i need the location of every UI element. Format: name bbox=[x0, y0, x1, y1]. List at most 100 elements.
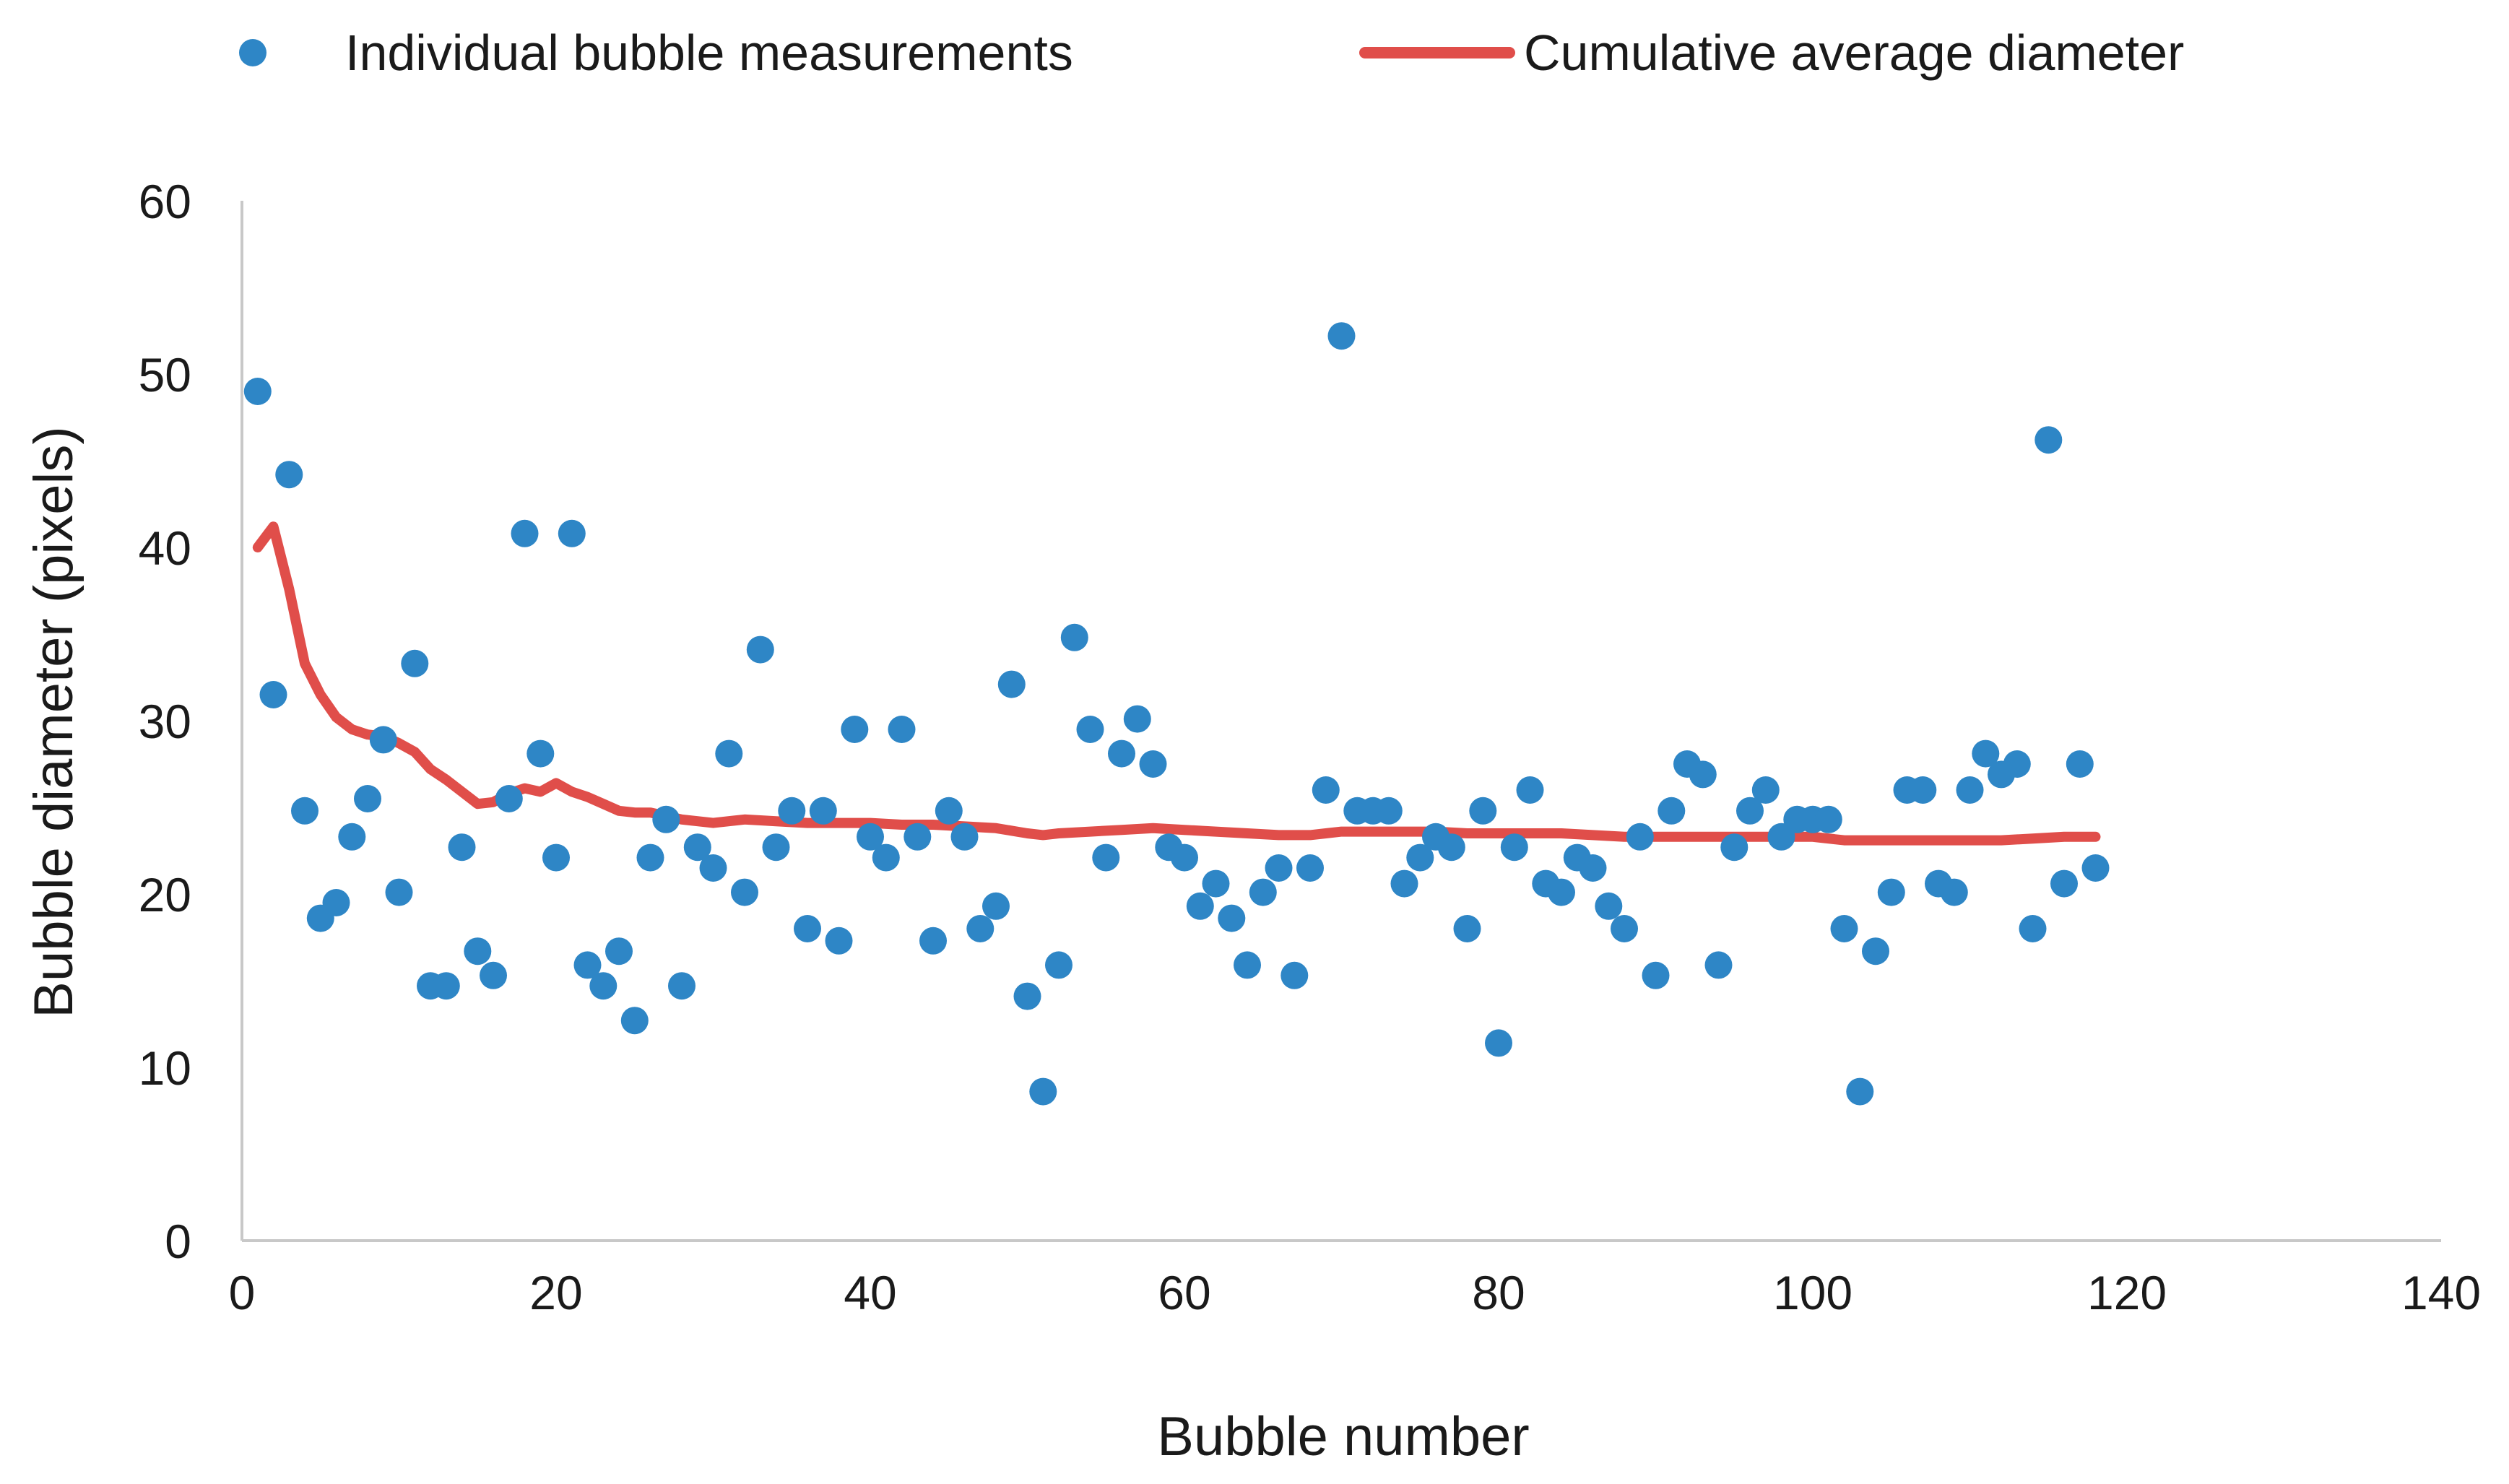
bubble-measurement-point bbox=[1265, 854, 1293, 882]
bubble-measurement-point bbox=[1579, 854, 1607, 882]
bubble-measurement-point bbox=[841, 716, 869, 743]
bubble-measurement-point bbox=[1202, 869, 1230, 898]
bubble-measurement-point bbox=[1280, 961, 1309, 989]
x-tick-label: 100 bbox=[1773, 1266, 1852, 1319]
bubble-measurement-point bbox=[1642, 961, 1670, 989]
bubble-measurement-point bbox=[1751, 776, 1780, 804]
bubble-measurement-point bbox=[683, 833, 711, 862]
bubble-measurement-point bbox=[1830, 915, 1858, 942]
bubble-measurement-point bbox=[746, 635, 774, 664]
bubble-measurement-point bbox=[1029, 1077, 1057, 1106]
bubble-measurement-point bbox=[1658, 797, 1686, 825]
bubble-measurement-point bbox=[1249, 878, 1277, 906]
bubble-measurement-point bbox=[1108, 739, 1135, 768]
bubble-measurement-point bbox=[1767, 823, 1795, 851]
bubble-measurement-point bbox=[1736, 797, 1764, 825]
plot-area bbox=[243, 322, 2110, 1106]
bubble-measurement-point bbox=[291, 797, 318, 825]
x-tick-label: 80 bbox=[1472, 1266, 1525, 1319]
bubble-measurement-point bbox=[322, 889, 350, 916]
bubble-measurement-point bbox=[904, 823, 932, 851]
y-tick-label: 30 bbox=[139, 695, 191, 748]
y-tick-label: 40 bbox=[139, 521, 191, 575]
bubble-measurement-point bbox=[620, 1007, 649, 1035]
bubble-measurement-point bbox=[558, 519, 586, 547]
bubble-measurement-point bbox=[401, 649, 429, 677]
bubble-measurement-point bbox=[652, 805, 680, 833]
bubble-measurement-point bbox=[1689, 760, 1717, 789]
y-tick-label: 0 bbox=[165, 1215, 191, 1268]
x-tick-label: 140 bbox=[2401, 1266, 2481, 1319]
bubble-measurement-point bbox=[385, 878, 413, 906]
legend-label-measurements: Individual bubble measurements bbox=[345, 25, 1073, 81]
bubble-measurement-point bbox=[1485, 1029, 1512, 1057]
bubble-measurement-point bbox=[731, 878, 758, 906]
bubble-measurement-point bbox=[825, 927, 853, 955]
bubble-measurement-point bbox=[872, 843, 900, 872]
bubble-measurement-point bbox=[1013, 982, 1041, 1010]
bubble-measurement-point bbox=[526, 739, 555, 768]
legend-marker-scatter bbox=[239, 39, 266, 66]
bubble-measurement-point bbox=[354, 785, 381, 812]
cumulative-average-line bbox=[252, 521, 2101, 846]
bubble-measurement-point bbox=[1548, 878, 1575, 906]
bubble-measurement-point bbox=[2003, 750, 2031, 778]
bubble-measurement-point bbox=[1846, 1077, 1874, 1106]
bubble-measurement-point bbox=[2034, 426, 2063, 454]
bubble-measurement-point bbox=[1453, 915, 1481, 942]
bubble-measurement-point bbox=[432, 972, 460, 1000]
bubble-measurement-point bbox=[338, 823, 366, 851]
x-tick-label: 60 bbox=[1158, 1266, 1210, 1319]
bubble-measurement-point bbox=[762, 833, 790, 862]
bubble-measurement-point bbox=[1186, 892, 1214, 920]
bubble-measurement-point bbox=[1956, 776, 1984, 804]
bubble-measurement-point bbox=[1940, 878, 1968, 906]
bubble-measurement-point bbox=[464, 937, 492, 966]
bubble-measurement-point bbox=[480, 961, 507, 989]
bubble-measurement-point bbox=[1406, 843, 1434, 872]
bubble-measurement-point bbox=[542, 843, 570, 872]
bubble-measurement-point bbox=[2050, 869, 2078, 898]
bubble-measurement-point bbox=[1171, 843, 1198, 872]
bubble-measurement-point bbox=[1312, 776, 1340, 804]
bubble-measurement-point bbox=[369, 726, 397, 754]
bubble-measurement-point bbox=[1626, 823, 1654, 851]
x-axis-title: Bubble number bbox=[1157, 1406, 1529, 1467]
bubble-measurement-point bbox=[1060, 623, 1088, 651]
bubble-measurement-point bbox=[275, 461, 303, 489]
bubble-measurement-point bbox=[778, 797, 806, 825]
bubble-measurement-point bbox=[809, 797, 837, 825]
bubble-measurement-point bbox=[715, 739, 743, 768]
bubble-measurement-point bbox=[1045, 951, 1072, 979]
legend: Individual bubble measurements Cumulativ… bbox=[239, 25, 2184, 81]
bubble-measurement-point bbox=[935, 797, 963, 825]
y-axis-title: Bubble diameter (pixels) bbox=[23, 426, 84, 1018]
bubble-measurement-point bbox=[605, 937, 633, 966]
bubble-measurement-point bbox=[243, 378, 272, 405]
bubble-measurement-point bbox=[1123, 705, 1151, 733]
bubble-measurement-point bbox=[1972, 739, 2000, 768]
bubble-measurement-point bbox=[1516, 776, 1544, 804]
bubble-measurement-point bbox=[1877, 878, 1905, 906]
bubble-measurement-point bbox=[888, 716, 916, 743]
y-tick-label: 50 bbox=[139, 348, 191, 402]
bubble-measurement-point bbox=[919, 927, 947, 955]
bubble-measurement-point bbox=[2019, 915, 2047, 942]
bubble-measurement-point bbox=[1909, 776, 1937, 804]
bubble-measurement-point bbox=[1611, 915, 1638, 942]
bubble-measurement-point bbox=[1595, 892, 1623, 920]
bubble-measurement-point bbox=[1469, 797, 1497, 825]
bubble-measurement-point bbox=[511, 519, 539, 547]
bubble-measurement-point bbox=[794, 915, 821, 942]
bubble-measurement-point bbox=[1720, 833, 1748, 862]
bubble-measurement-point bbox=[1139, 750, 1167, 778]
bubble-measurement-point bbox=[1092, 843, 1120, 872]
bubble-measurement-point bbox=[1076, 716, 1104, 743]
bubble-measurement-point bbox=[699, 854, 727, 882]
bubble-measurement-point bbox=[636, 843, 664, 872]
y-tick-label: 60 bbox=[139, 175, 191, 228]
bubble-measurement-point bbox=[1814, 805, 1842, 833]
x-tick-label: 20 bbox=[529, 1266, 582, 1319]
